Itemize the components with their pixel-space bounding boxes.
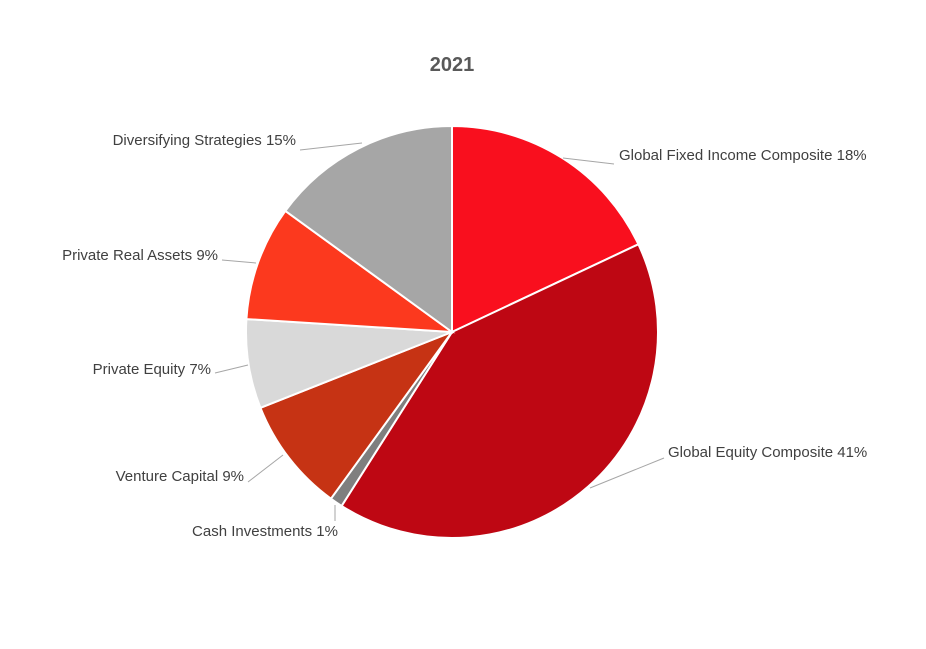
leader-line [221,259,257,264]
data-label: Private Real Assets 9% [62,247,218,264]
leader-line [299,142,363,151]
data-label: Diversifying Strategies 15% [113,132,296,149]
data-label: Global Fixed Income Composite 18% [619,147,867,164]
leader-line [247,454,284,483]
data-label: Global Equity Composite 41% [668,444,867,461]
leader-line [562,157,615,165]
leader-line [214,364,249,374]
pie-slice-private-real-assets [245,209,456,334]
data-label: Venture Capital 9% [116,468,244,485]
data-label: Cash Investments 1% [192,523,338,540]
leader-line [589,457,665,489]
pie-slice-global-equity-composite [340,242,659,539]
chart-title: 2021 [429,54,475,76]
pie-slice-global-fixed-income-composite [451,124,640,334]
pie-slice-diversifying-strategies [283,124,453,334]
data-label: Private Equity 7% [93,361,211,378]
pie-slice-venture-capital [259,329,455,501]
